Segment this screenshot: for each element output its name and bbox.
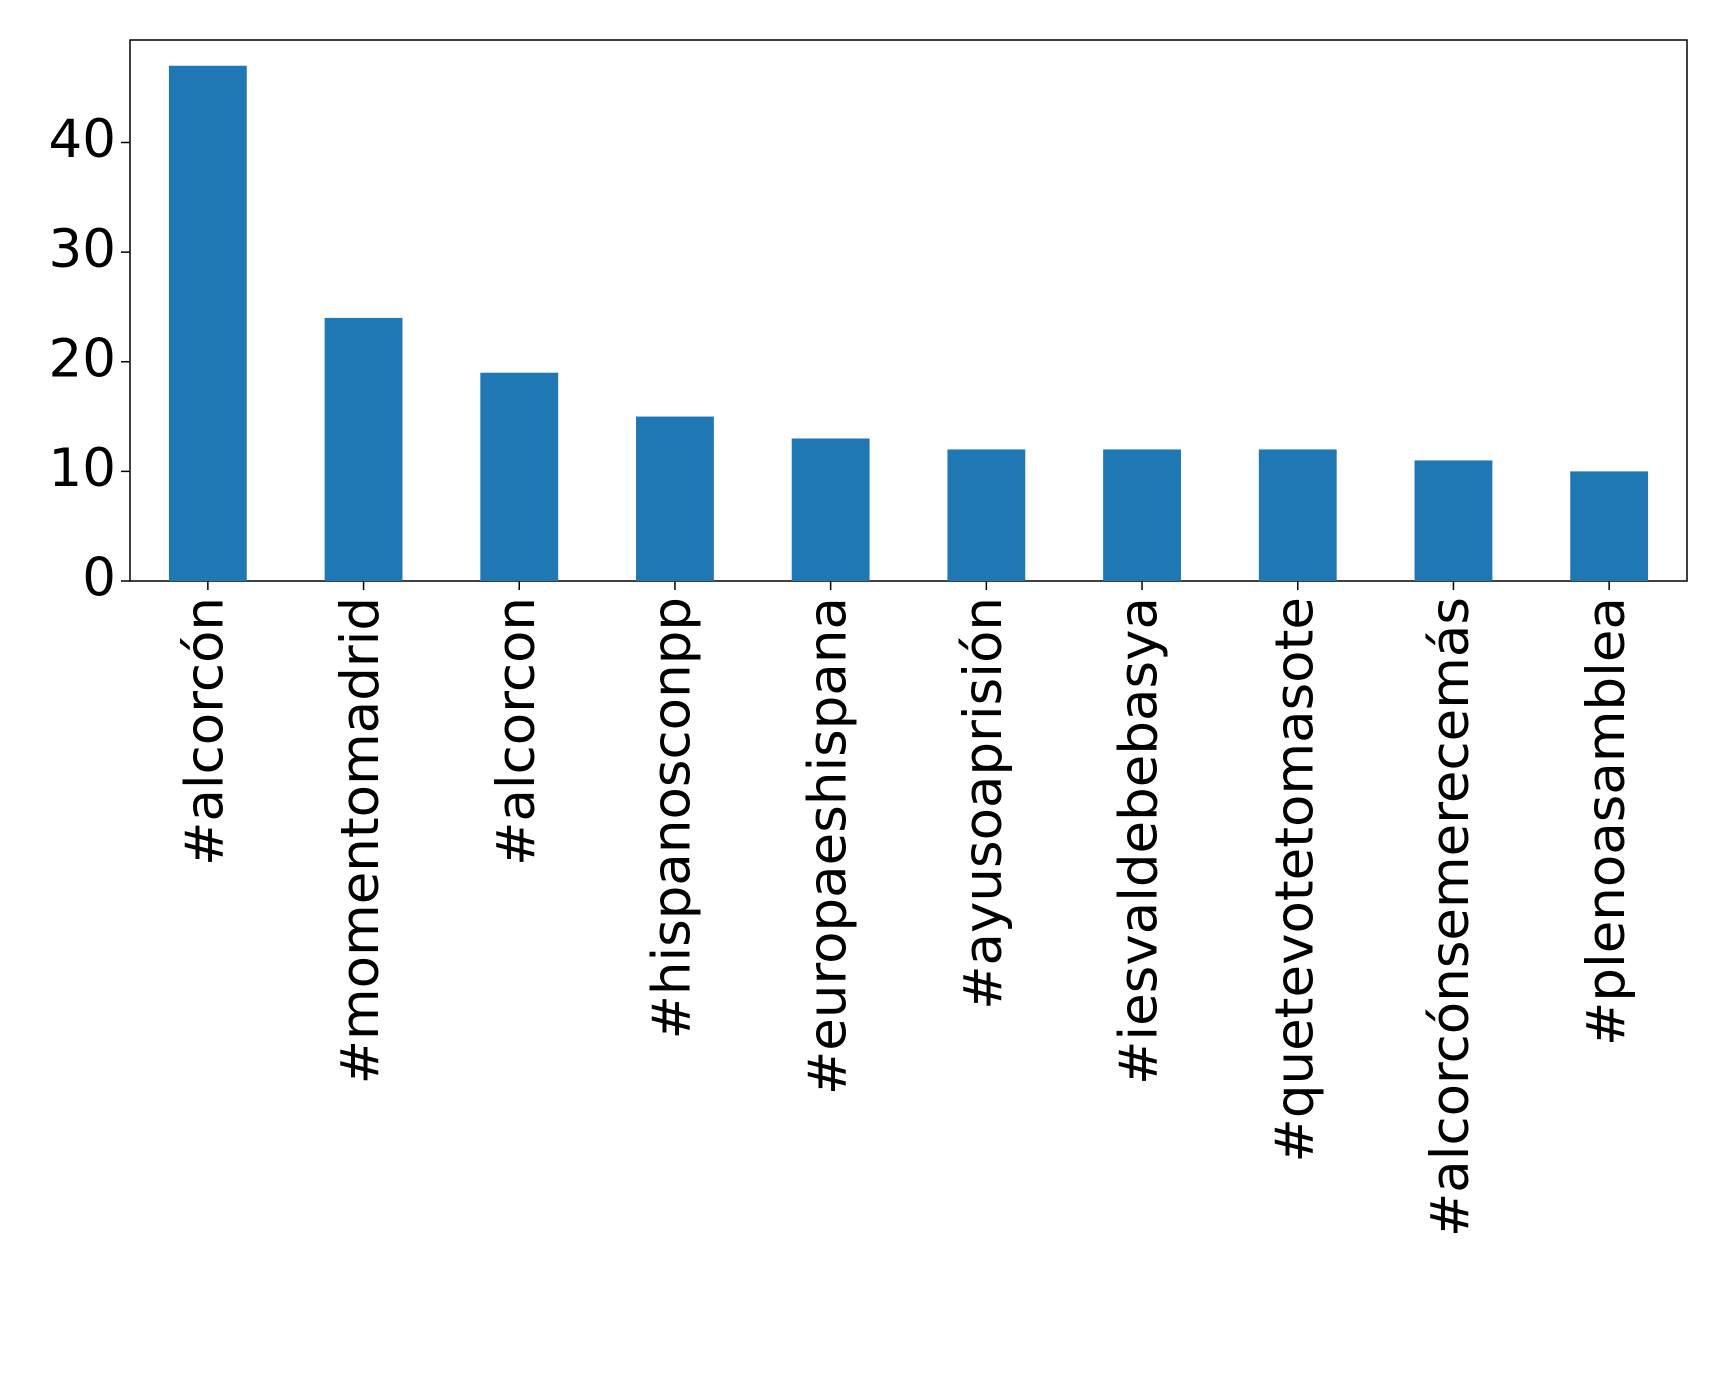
y-tick-label: 40	[49, 109, 116, 170]
x-tick-label: #hispanosconpp	[642, 597, 703, 1040]
x-tick-label: #alcorcon	[486, 597, 547, 866]
bar	[947, 449, 1026, 581]
x-tick-label: #alcorcón	[174, 597, 235, 866]
bar	[1414, 460, 1493, 581]
bar	[480, 372, 559, 581]
x-tick-label: #quetevotetomasote	[1264, 597, 1325, 1163]
x-tick-label: #alcorcónsemerecemás	[1420, 597, 1481, 1237]
bar	[168, 65, 247, 581]
x-tick-label: #iesvaldebebasya	[1109, 597, 1170, 1085]
y-tick-label: 20	[49, 328, 116, 389]
bar	[324, 317, 403, 581]
x-tick-label: #momentomadrid	[330, 597, 391, 1084]
bar	[1570, 471, 1649, 581]
bar	[791, 438, 870, 581]
bar	[1258, 449, 1337, 581]
y-tick-label: 30	[49, 219, 116, 280]
x-tick-label: #ayusoaprisión	[953, 597, 1014, 1010]
plot-frame	[129, 39, 1688, 582]
y-tick-label: 10	[49, 438, 116, 499]
y-tick-label: 0	[82, 548, 116, 609]
bar	[1103, 449, 1181, 581]
x-tick-label: #europaeshispana	[797, 597, 858, 1095]
x-tick-label: #plenoasamblea	[1576, 597, 1637, 1046]
bar	[636, 416, 714, 581]
